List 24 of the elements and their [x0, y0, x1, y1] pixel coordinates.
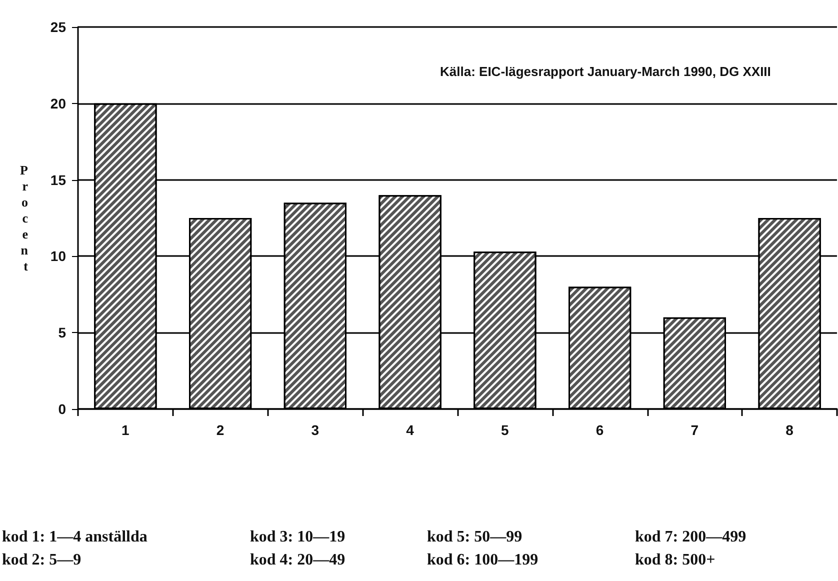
- text: kod 4: 20—49: [250, 552, 346, 568]
- text: kod 2: 5—9: [2, 552, 82, 568]
- x-tick-label: 6: [596, 422, 604, 438]
- x-tick-label: 2: [216, 422, 224, 438]
- x-tick-label: 5: [501, 422, 510, 438]
- y-tick-label: 5: [58, 324, 66, 341]
- y-tick-label: 20: [50, 95, 66, 112]
- x-tick-label: 4: [406, 422, 414, 438]
- text: kod 3: 10—19: [250, 528, 346, 546]
- y-axis-title: Procent: [20, 162, 29, 274]
- y-tick-label: 25: [50, 19, 66, 35]
- text: kod 7: 200—499: [635, 528, 746, 546]
- text: kod 6: 100—199: [427, 552, 538, 568]
- x-tick-label: 7: [690, 422, 699, 438]
- y-tick-label: 0: [58, 401, 66, 417]
- x-tick-label: 3: [311, 422, 320, 438]
- x-tick-label: 8: [786, 422, 794, 438]
- y-tick-label: 15: [50, 172, 66, 188]
- text: kod 1: 1—4 anställda: [2, 528, 148, 546]
- annotation: Källa: EIC-lägesrapport January-March 1990, DG XXIII: [440, 64, 771, 79]
- text: kod 8: 500+: [635, 552, 716, 568]
- x-tick-label: 1: [122, 422, 130, 438]
- y-tick-label: 10: [50, 248, 66, 264]
- text: kod 5: 50—99: [427, 528, 522, 546]
